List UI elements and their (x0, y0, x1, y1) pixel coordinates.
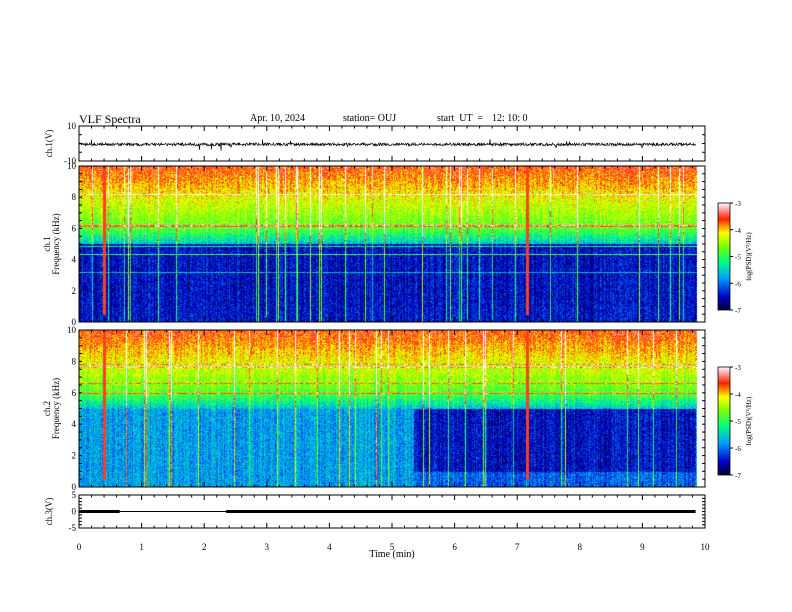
ch2-spectrogram-ytick-label: 6 (72, 388, 77, 398)
header-date: Apr. 10, 2024 (250, 113, 305, 124)
xtick-label: 6 (452, 542, 457, 552)
ch1-waveform-trace (79, 139, 696, 151)
ch1-waveform-ylabel: ch.1(V) (44, 130, 54, 158)
ch2-spectrogram-image (79, 330, 705, 487)
chart-title: VLF Spectra (79, 112, 141, 126)
ch2-spectrogram-colorbar-tick-label: -5 (735, 418, 741, 426)
xtick-label: 4 (327, 542, 332, 552)
ch2-spectrogram-colorbar (717, 366, 731, 476)
x-axis-label: Time (min) (369, 549, 414, 560)
ch2-spectrogram-ytick-label: 0 (72, 482, 77, 492)
ch2-spectrogram-ytick-label: 8 (72, 356, 77, 366)
ch3-waveform-ytick-label: -5 (69, 523, 77, 533)
ch1-spectrogram-ytick-label: 2 (72, 286, 77, 296)
xtick-label: 2 (202, 542, 207, 552)
xtick-label: 7 (515, 542, 520, 552)
xtick-label: 0 (77, 542, 82, 552)
ch2-spectrogram-colorbar-tick-label: -4 (735, 391, 741, 399)
ch3-waveform-ylabel: ch.3(V) (44, 498, 54, 526)
ch2-spectrogram-ylabel: Frequency (kHz) (51, 378, 61, 439)
ch1-spectrogram-colorbar-tick-label: -6 (735, 280, 741, 288)
ch1-spectrogram-colorbar (717, 202, 731, 311)
ch3-waveform-ytick-label: 5 (72, 490, 77, 500)
ch1-spectrogram-colorbar-label: log(PSD)(V²/Hz) (745, 232, 753, 281)
ch2-spectrogram-colorbar-tick-label: -6 (735, 445, 741, 453)
ch2-spectrogram-ytick-label: 4 (72, 419, 77, 429)
ch2-spectrogram-colorbar-tick-label: -7 (735, 472, 741, 480)
xtick-label: 5 (390, 542, 395, 552)
header-start-label: start UT = (437, 113, 484, 124)
ch1-spectrogram-ytick-label: 10 (67, 161, 77, 171)
ch1-spectrogram-ytick-label: 4 (72, 255, 77, 265)
xtick-label: 1 (139, 542, 144, 552)
ch1-spectrogram-colorbar-tick-label: -7 (735, 307, 741, 315)
ch1-spectrogram-channel-label: ch.1 (42, 236, 52, 251)
ch1-spectrogram-colorbar-tick-label: -3 (735, 200, 741, 208)
ch1-spectrogram-colorbar-tick-label: -5 (735, 254, 741, 262)
xtick-label: 3 (265, 542, 270, 552)
ch2-spectrogram-colorbar-label: log(PSD)(V²/Hz) (745, 396, 753, 445)
ch2-spectrogram-ytick-label: 10 (67, 325, 77, 335)
ch1-spectrogram-colorbar-tick-label: -4 (735, 227, 741, 235)
ch1-waveform-ytick-label: -10 (64, 156, 76, 166)
ch1-spectrogram-ytick-label: 6 (72, 223, 77, 233)
ch1-spectrogram-ylabel: Frequency (kHz) (51, 213, 61, 274)
ch2-spectrogram-channel-label: ch.2 (42, 401, 52, 416)
ch2-spectrogram-colorbar-tick-label: -3 (735, 364, 741, 372)
ch1-waveform-ytick-label: 10 (67, 121, 77, 131)
xtick-label: 10 (701, 542, 711, 552)
xtick-label: 8 (578, 542, 583, 552)
header-start-time: 12: 10: 0 (492, 113, 528, 124)
xtick-label: 9 (640, 542, 645, 552)
ch2-spectrogram-ytick-label: 2 (72, 451, 77, 461)
ch3-waveform-ytick-label: 0 (72, 507, 77, 517)
ch1-spectrogram-ytick-label: 0 (72, 317, 77, 327)
header-station: station= OUJ (343, 113, 397, 124)
ch1-spectrogram-image (79, 166, 705, 322)
ch1-spectrogram-ytick-label: 8 (72, 192, 77, 202)
